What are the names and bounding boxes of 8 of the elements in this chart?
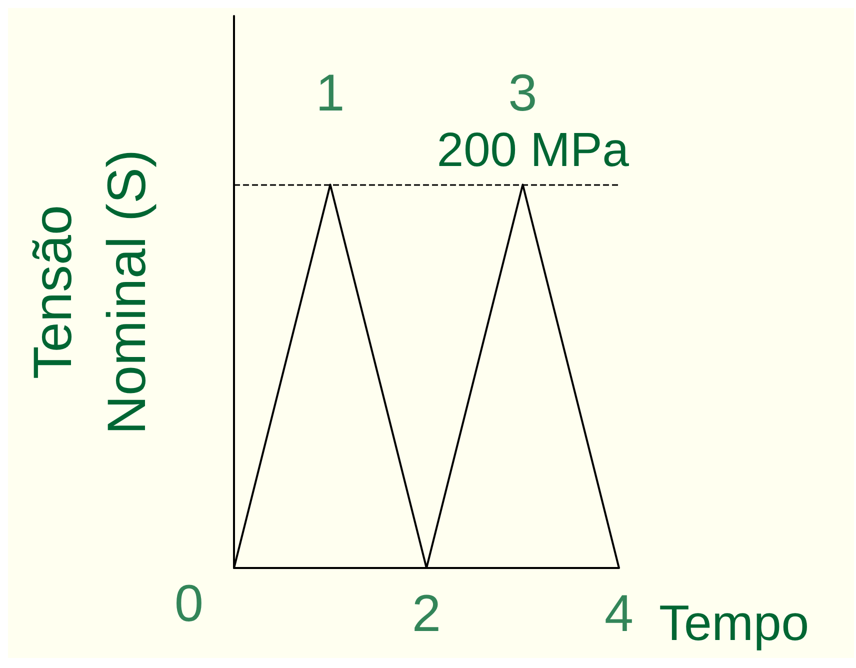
y-axis-title: Tensão Nominal (S): [23, 149, 157, 435]
text: 1: [316, 64, 345, 123]
text: 2: [412, 585, 441, 643]
text: 4: [604, 585, 634, 643]
text: 3: [508, 64, 538, 123]
ref-line-label: 200 MPa: [436, 124, 630, 178]
x-axis-title: Tempo: [659, 595, 810, 651]
text: 0: [174, 575, 204, 633]
